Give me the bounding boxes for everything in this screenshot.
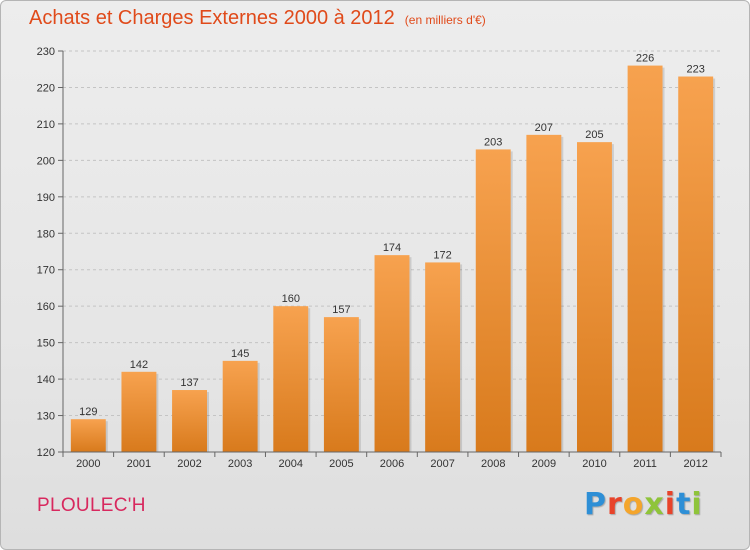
bars: 129 142 137 145 160 157 174 172 203 207 205 226 223 (70, 53, 716, 453)
x-axis: 2000 2001 2002 2003 2004 2005 2006 2007 2008 2009… (62, 451, 722, 470)
logo-letter: P (584, 487, 607, 522)
y-tick-label: 170 (37, 265, 55, 277)
data-label: 174 (383, 242, 401, 254)
x-tick-label: 2005 (329, 458, 353, 470)
x-tick-label: 2000 (76, 458, 100, 470)
data-label: 203 (484, 136, 502, 148)
bar (678, 76, 714, 452)
logo-letter: t (676, 487, 692, 522)
y-tick-label: 160 (37, 301, 55, 313)
bar (323, 317, 359, 452)
x-tick-label: 2009 (532, 458, 556, 470)
y-tick-label: 140 (37, 374, 55, 386)
chart-subtitle: (en milliers d'€) (404, 13, 486, 27)
y-tick-label: 220 (37, 82, 55, 94)
bar (576, 142, 612, 453)
x-tick-label: 2011 (633, 458, 657, 470)
data-label: 207 (535, 122, 553, 134)
chart-title-text: Achats et Charges Externes 2000 à 2012 (29, 7, 395, 29)
commune-name: PLOULEC'H (37, 495, 146, 516)
y-tick-label: 190 (37, 192, 55, 204)
logo-letter: r (607, 487, 623, 522)
x-tick-label: 2007 (430, 458, 454, 470)
y-axis: 120 130 140 150 160 170 180 190 200 210 220 230 (37, 46, 64, 459)
y-tick-label: 230 (37, 46, 55, 58)
x-tick-label: 2002 (177, 458, 201, 470)
logo-letter: i (664, 487, 677, 522)
data-label: 172 (433, 249, 451, 261)
y-tick-label: 120 (37, 447, 55, 459)
y-tick-label: 200 (37, 155, 55, 167)
bar (374, 255, 410, 452)
data-label: 129 (79, 406, 97, 418)
proxiti-logo[interactable]: Proxiti (584, 487, 703, 522)
bar (273, 306, 309, 452)
data-label: 157 (332, 304, 350, 316)
y-tick-label: 180 (37, 228, 55, 240)
bar (222, 360, 258, 452)
data-label: 160 (282, 293, 300, 305)
y-tick-label: 130 (37, 411, 55, 423)
data-label: 223 (687, 64, 705, 76)
bar (172, 390, 208, 452)
data-label: 205 (585, 129, 603, 141)
y-tick-label: 150 (37, 338, 55, 350)
data-label: 145 (231, 348, 249, 360)
chart-title: Achats et Charges Externes 2000 à 2012 (e… (29, 7, 486, 30)
x-tick-label: 2003 (228, 458, 252, 470)
data-label: 226 (636, 53, 654, 65)
x-tick-label: 2004 (279, 458, 303, 470)
bar (70, 419, 106, 452)
logo-letter: o (622, 487, 645, 522)
bar (526, 134, 562, 452)
data-label: 137 (180, 377, 198, 389)
logo-letter: x (644, 487, 665, 522)
logo-letter: i (691, 487, 703, 522)
bar (121, 371, 157, 452)
x-tick-label: 2010 (582, 458, 606, 470)
x-tick-label: 2008 (481, 458, 505, 470)
bar (425, 262, 461, 452)
x-tick-label: 2001 (127, 458, 151, 470)
x-tick-label: 2012 (683, 458, 707, 470)
y-tick-label: 210 (37, 119, 55, 131)
data-label: 142 (130, 359, 148, 371)
bar (627, 65, 663, 452)
x-tick-label: 2006 (380, 458, 404, 470)
bar (475, 149, 511, 452)
